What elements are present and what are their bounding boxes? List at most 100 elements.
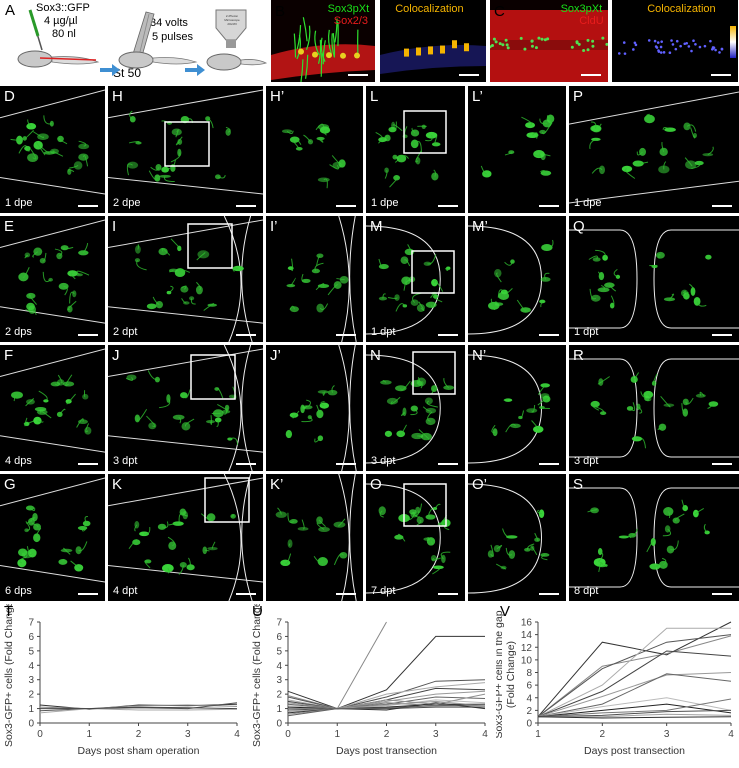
scale-bar — [336, 463, 356, 465]
panel-label: J’ — [270, 347, 281, 364]
scale-bar — [539, 205, 559, 207]
series-line — [537, 697, 732, 718]
microscope-label: 2-Photon Microscope 20x/WI — [224, 14, 240, 26]
scale-bar — [236, 463, 256, 465]
panel-label: A — [5, 2, 16, 19]
panel-label: H — [112, 88, 123, 105]
scale-bar — [348, 74, 368, 76]
panel-label: K — [112, 476, 123, 493]
scale-bar — [438, 334, 458, 336]
micrograph-panel-c — [490, 0, 608, 82]
legend-text: Colocalization — [647, 3, 716, 15]
panel-label: E — [4, 218, 15, 235]
series-line — [537, 650, 732, 718]
y-tick-label: 6 — [276, 632, 282, 643]
time-tag: 2 dpe — [113, 197, 141, 209]
panel-label: M’ — [472, 218, 488, 235]
micrograph-panel-f: 4 dps — [0, 345, 105, 471]
micrograph-panel-k-prime — [266, 474, 363, 601]
pulses-label: 5 pulses — [152, 31, 193, 43]
x-tick-label: 3 — [664, 729, 670, 740]
y-tick-label: 14 — [521, 630, 533, 641]
micrograph-panel-p: 1 dpe — [569, 86, 739, 213]
scale-bar — [539, 463, 559, 465]
scale-bar — [336, 205, 356, 207]
micrograph-panel-d: 1 dpe — [0, 86, 105, 213]
series-line — [537, 673, 732, 718]
micrograph-panel-g: 6 dps — [0, 474, 105, 601]
micrograph-panel-l-prime — [468, 86, 566, 213]
y-tick-label: 3 — [28, 675, 34, 686]
micrograph-panel-k: 4 dpt — [108, 474, 263, 601]
y-tick-label: 3 — [276, 675, 282, 686]
series-line — [538, 713, 732, 718]
y-tick-label: 0 — [28, 719, 34, 730]
time-tag: 6 dps — [5, 585, 32, 597]
legend-text: Sox3pXt — [327, 3, 370, 15]
micrograph-panel-j: 3 dpt — [108, 345, 263, 471]
series-line — [39, 702, 238, 712]
x-tick-label: 3 — [433, 729, 439, 740]
x-axis-label: Days post sham operation — [78, 745, 200, 757]
y-tick-label: 16 — [521, 618, 533, 629]
panel-label: K’ — [270, 476, 284, 493]
scale-bar — [712, 334, 732, 336]
panel-label: P — [573, 88, 584, 105]
x-tick-label: 0 — [37, 729, 43, 740]
time-tag: 1 dpt — [574, 326, 599, 338]
panel-label: D — [4, 88, 15, 105]
scale-bar — [236, 205, 256, 207]
y-tick-label: 2 — [526, 706, 532, 717]
time-tag: 3 dpt — [574, 455, 599, 467]
panel-label: I’ — [270, 218, 278, 235]
time-tag: 3 dpt — [113, 455, 138, 467]
x-axis-label: Days post transection — [336, 745, 437, 757]
time-tag: 4 dps — [5, 455, 32, 467]
legend-text: Colocalization — [395, 3, 464, 15]
series-line — [537, 634, 732, 718]
legend-text: CldU — [579, 15, 604, 27]
time-tag: 4 dpt — [113, 585, 138, 597]
chart-u: U 0 1 2 3 4 0 1 2 3 4 5 6 7 Days post transection Sox3-… — [248, 604, 493, 768]
panel-label: B’ — [384, 3, 398, 20]
series-line — [537, 716, 732, 719]
micrograph-panel-m: 1 dpt — [366, 216, 465, 342]
time-tag: 3 dpt — [371, 455, 396, 467]
voltage-label: 34 volts — [150, 17, 188, 29]
arrow-icon — [185, 64, 205, 76]
panel-label: N’ — [472, 347, 487, 364]
x-tick-label: 4 — [728, 729, 734, 740]
panel-label: T — [4, 603, 14, 620]
x-tick-label: 1 — [334, 729, 340, 740]
y-tick-label: 2 — [28, 690, 34, 701]
panel-a: A Sox3::GFP 4 µg/µl 80 nl 34 volts 5 pul… — [0, 0, 268, 82]
micrograph-panel-l: 1 dpe — [366, 86, 465, 213]
scale-bar — [78, 334, 98, 336]
y-axis-label: Sox3-GFP+ cells (Fold Change) — [251, 604, 263, 747]
micrograph-panel-m-prime — [468, 216, 566, 342]
series-line — [537, 635, 732, 718]
x-tick-label: 0 — [285, 729, 291, 740]
time-tag: 1 dpe — [574, 197, 602, 209]
panel-label: B — [275, 3, 286, 20]
series-line — [287, 635, 485, 710]
micrograph-panel-r: 3 dpt — [569, 345, 739, 471]
panel-label: C’ — [616, 3, 631, 20]
x-tick-label: 1 — [86, 729, 92, 740]
y-tick-label: 5 — [28, 646, 34, 657]
scale-bar — [78, 205, 98, 207]
micrograph-panel-i: 2 dpt — [108, 216, 263, 342]
x-tick-label: 2 — [384, 729, 390, 740]
scale-bar — [236, 593, 256, 595]
y-tick-label: 4 — [276, 661, 282, 672]
panel-label: V — [500, 603, 511, 620]
y-axis-label: Sox3-GFP+ cells in the gap(Fold Change) — [496, 610, 517, 738]
series-line — [537, 672, 732, 718]
y-tick-label: 2 — [276, 690, 282, 701]
arrow-icon — [100, 64, 120, 76]
panel-label: R — [573, 347, 584, 364]
scale-bar — [712, 205, 732, 207]
x-tick-label: 4 — [482, 729, 488, 740]
scale-bar — [539, 593, 559, 595]
